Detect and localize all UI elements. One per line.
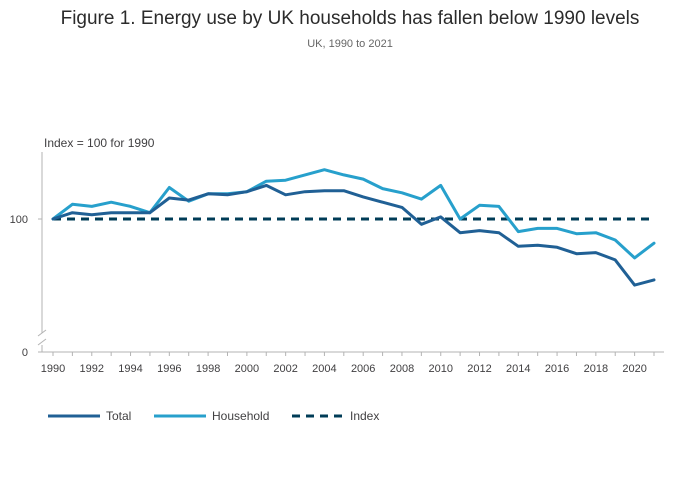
x-tick-label: 1990	[41, 363, 65, 375]
x-tick-label: 1992	[80, 363, 104, 375]
x-tick-label: 2020	[622, 363, 646, 375]
y-axis-label: Index = 100 for 1990	[44, 136, 155, 150]
x-tick-label: 2008	[390, 363, 414, 375]
legend-label: Household	[212, 409, 269, 423]
y-tick-label: 0	[22, 347, 28, 359]
chart-subtitle: UK, 1990 to 2021	[307, 38, 393, 50]
x-tick-label: 2010	[428, 363, 452, 375]
x-tick-label: 2004	[312, 363, 336, 375]
series-line-total	[51, 183, 656, 287]
axes: 0 100 1990 1992 1994 1996 1998 2000 2002 2004 2006…	[10, 152, 664, 375]
x-tick-label: 2014	[506, 363, 530, 375]
series-layer	[51, 168, 656, 287]
x-tick-label: 1998	[196, 363, 220, 375]
x-tick-label: 1996	[157, 363, 181, 375]
axis-break-mark	[37, 338, 47, 346]
axis-break-mark	[37, 329, 47, 337]
x-tick-label: 1994	[118, 363, 142, 375]
chart-title: Figure 1. Energy use by UK households ha…	[60, 8, 640, 29]
x-tick-label: 2002	[273, 363, 297, 375]
x-tick-label: 2018	[584, 363, 608, 375]
x-tick-label: 2012	[467, 363, 491, 375]
legend-label: Total	[106, 409, 131, 423]
x-tick-label: 2016	[545, 363, 569, 375]
legend-item-total[interactable]: Total	[48, 409, 131, 423]
legend-item-household[interactable]: Household	[154, 409, 269, 423]
legend-label: Index	[350, 409, 379, 423]
y-tick-label: 100	[10, 214, 28, 226]
x-tick-label: 2000	[235, 363, 259, 375]
x-tick-label: 2006	[351, 363, 375, 375]
legend[interactable]: Total Household Index	[48, 409, 379, 423]
legend-item-index[interactable]: Index	[292, 409, 379, 423]
